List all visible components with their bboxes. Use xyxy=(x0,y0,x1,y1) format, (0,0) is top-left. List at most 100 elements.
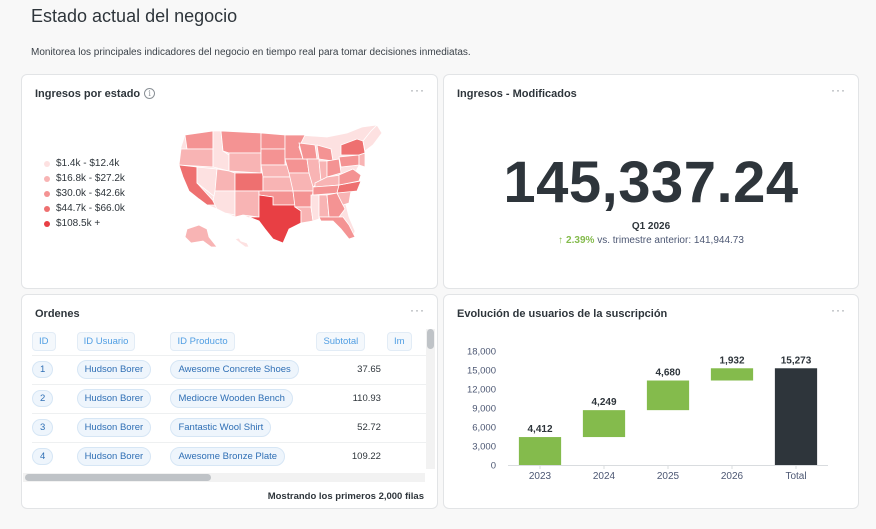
state-new-mexico[interactable] xyxy=(234,190,260,218)
data-label: 1,932 xyxy=(719,355,744,366)
data-label: 4,249 xyxy=(591,397,616,408)
cell-user[interactable]: Hudson Borer xyxy=(76,447,152,467)
legend-item[interactable]: $30.0k - $42.6k xyxy=(44,186,125,201)
legend-label: $44.7k - $66.0k xyxy=(56,203,125,214)
card-title[interactable]: Ingresos - Modificados xyxy=(457,88,577,100)
state-texas[interactable] xyxy=(248,194,302,244)
data-label: 15,273 xyxy=(781,355,812,366)
column-header-id[interactable]: ID xyxy=(32,332,56,352)
y-tick-label: 6,000 xyxy=(472,423,496,434)
state-georgia[interactable] xyxy=(326,192,346,218)
state-virginia[interactable] xyxy=(338,168,362,186)
state-minnesota[interactable] xyxy=(284,134,306,160)
cell-subtotal: 37.65 xyxy=(316,354,387,384)
column-header-product-id[interactable]: ID Producto xyxy=(170,332,235,352)
legend-item[interactable]: $108.5k + xyxy=(44,216,125,231)
change-percent: 2.39% xyxy=(566,235,595,246)
state-wyoming[interactable] xyxy=(228,152,262,174)
state-arizona[interactable] xyxy=(212,190,236,216)
card-title[interactable]: Evolución de usuarios de la suscripción xyxy=(457,308,668,320)
table-header-row: ID ID Usuario ID Producto Subtotal Im xyxy=(32,329,426,355)
orders-table: ID ID Usuario ID Producto Subtotal Im 1 … xyxy=(32,329,426,471)
state-florida[interactable] xyxy=(318,216,356,240)
state-kansas[interactable] xyxy=(262,176,294,192)
cell-product[interactable]: Mediocre Wooden Bench xyxy=(170,389,293,408)
legend-label: $16.8k - $27.2k xyxy=(56,173,125,184)
state-pennsylvania[interactable] xyxy=(338,154,360,168)
state-oregon[interactable] xyxy=(178,148,214,168)
table-row: 3 Hudson Borer Fantastic Wool Shirt 52.7… xyxy=(32,412,426,442)
map-legend: $1.4k - $12.4k $16.8k - $27.2k $30.0k - $4… xyxy=(44,156,125,231)
legend-dot-icon xyxy=(44,175,50,182)
arrow-up-icon: ↑ xyxy=(558,235,564,246)
state-new-jersey[interactable] xyxy=(358,152,366,168)
y-tick-label: 3,000 xyxy=(472,442,496,453)
y-tick-label: 18,000 xyxy=(467,347,496,358)
x-tick-label: 2023 xyxy=(529,471,552,482)
orders-table-card: Ordenes ··· ID ID Usuario ID Producto Su… xyxy=(21,294,438,509)
state-new-england[interactable] xyxy=(362,125,383,152)
legend-label: $1.4k - $12.4k xyxy=(56,158,120,169)
table-row: 1 Hudson Borer Awesome Concrete Shoes 37… xyxy=(32,354,426,384)
state-montana[interactable] xyxy=(220,130,262,154)
info-icon[interactable]: i xyxy=(144,88,156,99)
cell-id[interactable]: 4 xyxy=(32,448,54,466)
cell-user[interactable]: Hudson Borer xyxy=(76,389,152,408)
legend-item[interactable]: $16.8k - $27.2k xyxy=(44,171,125,186)
x-tick-label: 2024 xyxy=(593,471,616,482)
cell-id[interactable]: 3 xyxy=(32,419,54,436)
waterfall-bar[interactable] xyxy=(582,410,626,438)
state-arkansas[interactable] xyxy=(292,190,314,208)
cell-id[interactable]: 1 xyxy=(32,361,54,378)
card-menu-button[interactable]: ··· xyxy=(410,303,425,317)
data-label: 4,680 xyxy=(655,368,680,379)
state-colorado[interactable] xyxy=(234,172,264,192)
legend-item[interactable]: $44.7k - $66.0k xyxy=(44,201,125,216)
cell-product[interactable]: Awesome Concrete Shoes xyxy=(170,360,299,379)
state-north-dakota[interactable] xyxy=(260,132,286,150)
cell-user[interactable]: Hudson Borer xyxy=(76,360,152,379)
state-mississippi[interactable] xyxy=(310,194,320,222)
state-alaska[interactable] xyxy=(184,224,218,248)
state-ohio[interactable] xyxy=(326,158,342,178)
column-header-subtotal[interactable]: Subtotal xyxy=(316,332,366,352)
column-header-user-id[interactable]: ID Usuario xyxy=(76,332,136,352)
legend-dot-icon xyxy=(44,205,50,212)
cell-product[interactable]: Fantastic Wool Shirt xyxy=(170,418,272,437)
card-title[interactable]: Ingresos por estado i xyxy=(35,88,156,100)
state-utah[interactable] xyxy=(214,168,236,192)
cell-subtotal: 52.72 xyxy=(316,412,387,442)
card-title[interactable]: Ordenes xyxy=(35,308,80,320)
card-menu-button[interactable]: ··· xyxy=(831,83,846,97)
horizontal-scrollbar[interactable] xyxy=(23,473,425,482)
cell-id[interactable]: 2 xyxy=(32,390,54,407)
state-nebraska[interactable] xyxy=(260,164,292,178)
card-menu-button[interactable]: ··· xyxy=(831,303,846,317)
waterfall-bar[interactable] xyxy=(710,368,754,381)
state-louisiana[interactable] xyxy=(293,206,314,224)
x-tick-label: 2025 xyxy=(657,471,680,482)
cell-product[interactable]: Awesome Bronze Plate xyxy=(170,447,286,467)
table-row-count: Mostrando los primeros 2,000 filas xyxy=(267,491,424,502)
waterfall-bar[interactable] xyxy=(518,437,562,465)
horizontal-scrollbar-thumb[interactable] xyxy=(25,474,211,481)
state-hawaii[interactable] xyxy=(234,237,250,248)
waterfall-bar-total[interactable] xyxy=(774,368,818,465)
column-header-tax[interactable]: Im xyxy=(386,332,412,352)
cell-user[interactable]: Hudson Borer xyxy=(76,418,152,437)
legend-item[interactable]: $1.4k - $12.4k xyxy=(44,156,125,171)
state-washington[interactable] xyxy=(184,130,214,150)
waterfall-chart[interactable]: 0 3,000 6,000 9,000 12,000 15,000 18,000 4,412 2… xyxy=(444,295,859,509)
state-south-dakota[interactable] xyxy=(260,148,286,166)
vertical-scrollbar-thumb[interactable] xyxy=(427,329,434,349)
us-choropleth-map[interactable] xyxy=(177,125,387,260)
cell-subtotal: 110.93 xyxy=(316,383,387,413)
legend-label: $30.0k - $42.6k xyxy=(56,188,125,199)
state-iowa[interactable] xyxy=(284,158,310,174)
subscription-waterfall-card: Evolución de usuarios de la suscripción … xyxy=(443,294,859,509)
card-menu-button[interactable]: ··· xyxy=(410,83,425,97)
data-label: 4,412 xyxy=(527,424,552,435)
page-title: Estado actual del negocio xyxy=(31,6,238,26)
vertical-scrollbar[interactable] xyxy=(426,329,435,469)
waterfall-bar[interactable] xyxy=(646,380,690,411)
